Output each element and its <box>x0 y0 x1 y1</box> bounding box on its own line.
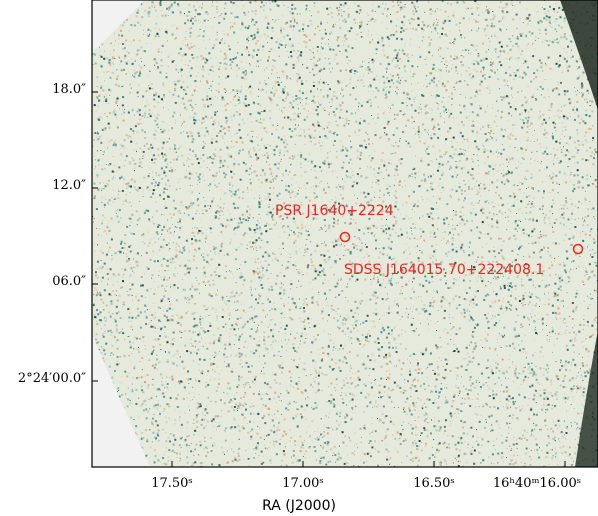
y-tick-label: 06.0″ <box>52 274 86 289</box>
psr-marker-circle[interactable] <box>339 231 351 243</box>
x-tick-label: 16ʰ40ᵐ16.00ˢ <box>492 476 582 491</box>
psr-label[interactable]: PSR J1640+2224 <box>275 203 394 219</box>
x-axis-title: RA (J2000) <box>262 498 336 514</box>
dark-corner-bottom-right <box>575 330 598 467</box>
sdss-marker-circle[interactable] <box>572 243 584 255</box>
plot-frame <box>91 0 598 468</box>
x-tick-label: 17.50ˢ <box>151 476 193 491</box>
plot-area <box>92 0 598 467</box>
y-tick-label: 18.0″ <box>52 82 86 97</box>
image-background <box>92 0 598 467</box>
y-tick-label: 2°24′00.0″ <box>17 371 86 386</box>
y-tick-label: 12.0″ <box>52 178 86 193</box>
x-tick-label: 17.00ˢ <box>282 476 324 491</box>
x-ticks <box>171 461 566 467</box>
y-ticks <box>92 91 98 382</box>
image-noise <box>92 0 598 467</box>
x-tick-label: 16.50ˢ <box>413 476 455 491</box>
sdss-label[interactable]: SDSS J164015.70+222408.1 <box>344 262 545 278</box>
dark-corner-top-right <box>560 0 598 110</box>
